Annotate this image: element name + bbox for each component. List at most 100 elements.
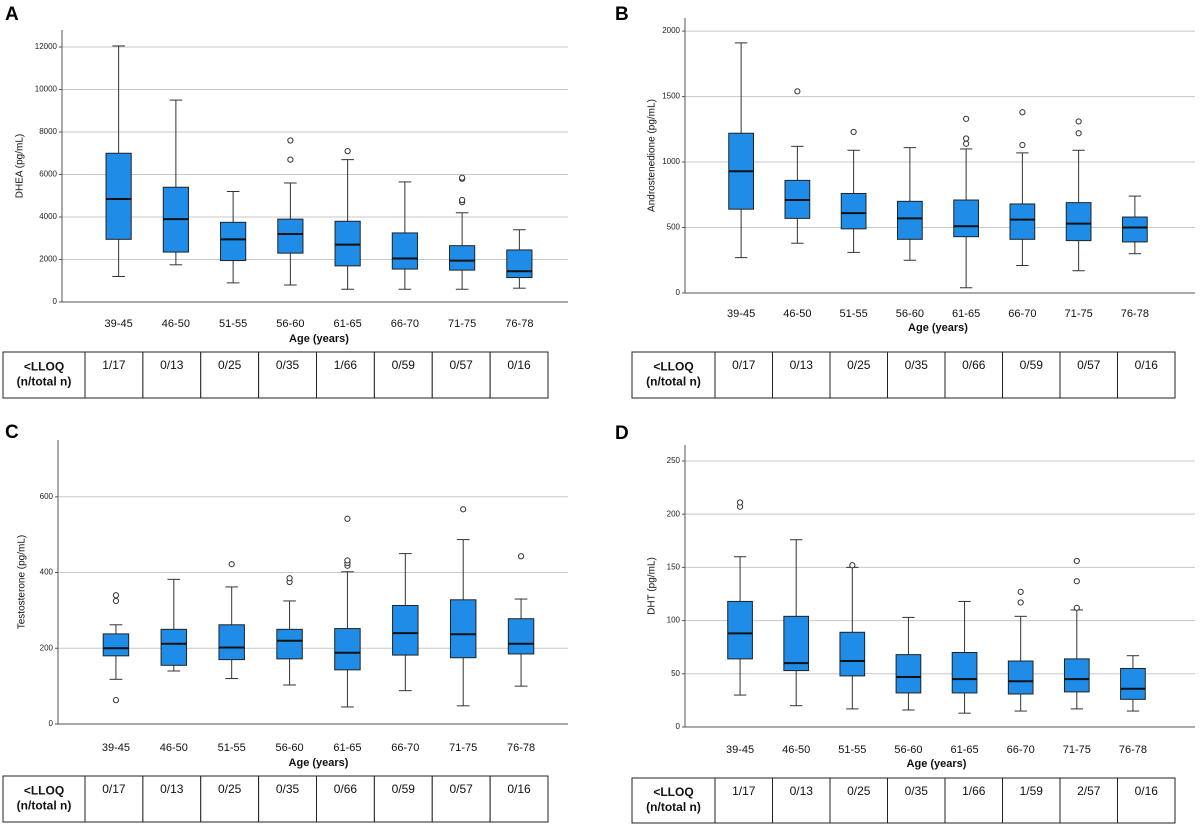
box: [334, 628, 361, 671]
x-tick-label: 51-55: [840, 308, 868, 320]
table-cell-text: 0/35: [905, 358, 929, 372]
box: [334, 220, 361, 267]
outlier: [1075, 118, 1082, 125]
x-tick-label: 56-60: [896, 308, 924, 320]
table-cell: [1059, 351, 1118, 399]
y-tick-label: 200: [40, 643, 54, 652]
table-cell-text: 0/25: [847, 358, 871, 372]
x-axis-label: Age (years): [289, 757, 349, 769]
table-cell: [829, 351, 888, 399]
x-tick-label: 61-65: [334, 318, 362, 330]
x-tick-label: 51-55: [838, 744, 866, 756]
table-cell: [431, 351, 491, 399]
y-tick-label: 500: [667, 223, 681, 232]
x-tick-label: 61-65: [952, 308, 980, 320]
outlier: [287, 156, 294, 163]
table-header: <LLOQ: [653, 360, 693, 374]
table-cell-text: 0/13: [160, 358, 184, 372]
x-tick-label: 61-65: [950, 744, 978, 756]
box: [895, 654, 922, 694]
outlier: [287, 137, 294, 144]
outlier: [228, 561, 235, 568]
table-header-cell: [631, 351, 716, 399]
outlier: [344, 148, 351, 155]
x-axis-label: Age (years): [908, 322, 968, 334]
table-cell: [772, 777, 831, 824]
x-tick-label: 46-50: [160, 742, 188, 754]
y-tick-label: 1000: [662, 157, 680, 166]
y-tick-label: 0: [676, 288, 681, 297]
table-header: (n/total n): [17, 375, 72, 389]
table-cell-text: 0/66: [334, 782, 358, 796]
table-cell: [887, 777, 946, 824]
box: [897, 200, 923, 240]
x-tick-label: 39-45: [102, 742, 130, 754]
y-tick-label: 6000: [39, 170, 57, 179]
table-header: <LLOQ: [24, 360, 64, 374]
x-tick-label: 66-70: [1007, 744, 1035, 756]
table-cell: [84, 351, 144, 399]
x-axis-label: Age (years): [289, 333, 349, 345]
box: [951, 652, 978, 694]
table-cell-text: 1/17: [102, 358, 126, 372]
table-cell: [944, 351, 1003, 399]
table-cell-text: 0/13: [790, 784, 814, 798]
table-cell-text: 0/59: [1020, 358, 1044, 372]
table-cell: [1117, 777, 1176, 824]
table-cell: [829, 777, 888, 824]
outlier: [112, 697, 120, 704]
y-axis-label: Androstenedione (pg/mL): [647, 99, 658, 212]
table-cell-text: 0/16: [507, 358, 531, 372]
y-axis-label: DHT (pg/mL): [647, 557, 658, 615]
box: [102, 633, 130, 657]
box: [727, 600, 753, 660]
x-tick-label: 56-60: [275, 742, 303, 754]
x-tick-label: 76-78: [1121, 308, 1149, 320]
x-tick-label: 66-70: [391, 742, 419, 754]
box: [839, 631, 866, 677]
table-cell-text: 0/25: [218, 358, 242, 372]
box: [220, 221, 247, 262]
y-tick-label: 8000: [39, 127, 57, 136]
panel-label: D: [615, 423, 629, 444]
table-cell-text: 0/59: [392, 782, 416, 796]
outlier: [963, 115, 970, 122]
x-tick-label: 61-65: [333, 742, 361, 754]
x-tick-label: 71-75: [448, 318, 476, 330]
y-tick-label: 100: [667, 616, 681, 625]
table-header-cell: [2, 351, 86, 399]
y-tick-label: 1500: [662, 92, 680, 101]
box: [105, 152, 132, 240]
outlier: [963, 140, 970, 147]
table-cell: [142, 351, 202, 399]
outlier: [344, 515, 351, 522]
table-cell-text: 0/17: [732, 358, 756, 372]
outlier: [1017, 588, 1024, 595]
table-cell-text: 2/57: [1077, 784, 1101, 798]
panel-label: A: [5, 4, 19, 25]
box: [507, 618, 535, 655]
table-cell: [373, 775, 433, 823]
table-cell-text: 0/25: [847, 784, 871, 798]
outlier: [794, 88, 801, 95]
outlier: [850, 128, 857, 136]
table-cell: [431, 775, 491, 823]
outlier: [1073, 604, 1080, 611]
box: [276, 628, 303, 660]
table-cell: [258, 351, 317, 399]
table-header: (n/total n): [17, 799, 72, 813]
table-cell-text: 0/57: [450, 782, 474, 796]
table-cell-text: 1/66: [334, 358, 358, 372]
x-tick-label: 66-70: [391, 318, 419, 330]
outlier: [963, 135, 970, 142]
x-tick-label: 39-45: [726, 744, 754, 756]
box: [1007, 660, 1034, 695]
table-cell: [200, 775, 260, 823]
x-tick-label: 66-70: [1008, 308, 1036, 320]
box: [1063, 658, 1090, 693]
table-header: (n/total n): [646, 800, 701, 814]
x-tick-label: 76-78: [505, 318, 533, 330]
x-tick-label: 56-60: [894, 744, 922, 756]
x-tick-label: 71-75: [449, 742, 477, 754]
y-tick-label: 0: [49, 719, 54, 728]
